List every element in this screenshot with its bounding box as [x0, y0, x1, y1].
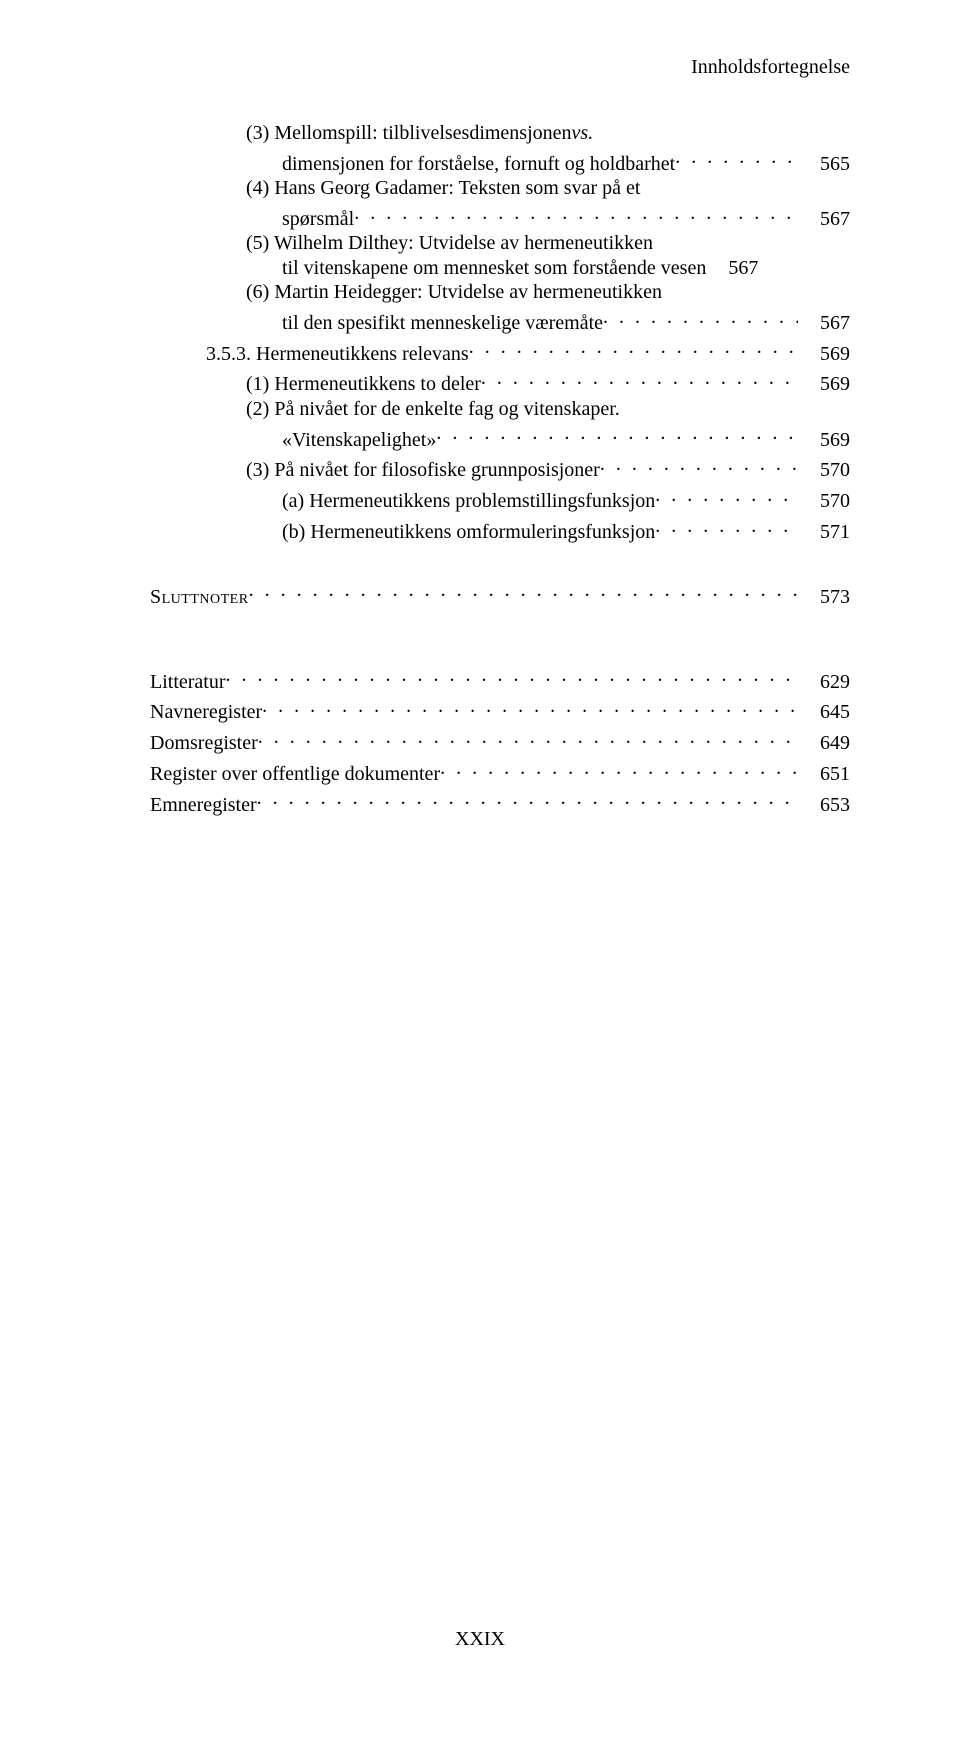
- toc-leader: [655, 483, 798, 507]
- toc-label: Litteratur: [150, 670, 226, 694]
- toc-leader: [226, 663, 798, 687]
- toc-label: (5) Wilhelm Dilthey: Utvidelse av hermen…: [246, 231, 653, 255]
- toc-page: 569: [798, 342, 850, 366]
- toc-page: 569: [798, 372, 850, 396]
- toc-label: Domsregister: [150, 731, 258, 755]
- toc-leader: [257, 786, 798, 810]
- toc-leader: [600, 452, 798, 476]
- toc-label: (3) På nivået for filosofiske grunnposis…: [246, 458, 600, 482]
- toc-entry: Emneregister 653: [150, 786, 850, 817]
- toc-label: (2) På nivået for de enkelte fag og vite…: [246, 397, 620, 421]
- toc-label: 3.5.3. Hermeneutikkens relevans: [206, 342, 469, 366]
- toc-entry: (a) Hermeneutikkens problemstillingsfunk…: [150, 483, 850, 514]
- toc-leader: [603, 305, 798, 329]
- toc-entry: Sluttnoter 573: [150, 578, 850, 609]
- toc-leader: [262, 694, 798, 718]
- toc-entry: (b) Hermeneutikkens omformuleringsfunksj…: [150, 514, 850, 545]
- page-number-roman: XXIX: [455, 1628, 505, 1650]
- toc-entry: (5) Wilhelm Dilthey: Utvidelse av hermen…: [150, 231, 850, 255]
- toc-page: 653: [798, 793, 850, 817]
- toc-entry: Litteratur 629: [150, 663, 850, 694]
- toc-entry: Navneregister 645: [150, 694, 850, 725]
- toc-leader: [655, 514, 798, 538]
- toc-leader: [354, 201, 798, 225]
- toc-entry: til den spesifikt menneskelige væremåte …: [150, 305, 850, 336]
- toc-leader: [258, 725, 798, 749]
- toc-label: (4) Hans Georg Gadamer: Teksten som svar…: [246, 176, 640, 200]
- toc-page: 571: [798, 520, 850, 544]
- toc-leader: [436, 421, 798, 445]
- page-footer: XXIX: [0, 1628, 960, 1651]
- toc-label: Navneregister: [150, 700, 262, 724]
- toc-label: «Vitenskapelighet»: [282, 428, 436, 452]
- toc-block: (3) Mellomspill: tilblivelsesdimensjonen…: [150, 121, 850, 817]
- toc-page: 573: [798, 585, 850, 609]
- toc-entry: (3) På nivået for filosofiske grunnposis…: [150, 452, 850, 483]
- toc-label: (1) Hermeneutikkens to deler: [246, 372, 481, 396]
- toc-label: Emneregister: [150, 793, 257, 817]
- toc-entry: 3.5.3. Hermeneutikkens relevans 569: [150, 335, 850, 366]
- toc-entry: (1) Hermeneutikkens to deler 569: [150, 366, 850, 397]
- toc-label: dimensjonen for forståelse, fornuft og h…: [282, 152, 675, 176]
- toc-page: 651: [798, 762, 850, 786]
- toc-page: 569: [798, 428, 850, 452]
- toc-label-italic: vs.: [572, 121, 594, 145]
- toc-leader: [481, 366, 798, 390]
- toc-entry: «Vitenskapelighet» 569: [150, 421, 850, 452]
- toc-leader: [440, 756, 798, 780]
- toc-entry: (3) Mellomspill: tilblivelsesdimensjonen…: [150, 121, 850, 145]
- toc-entry: dimensjonen for forståelse, fornuft og h…: [150, 145, 850, 176]
- toc-page: 567: [798, 311, 850, 335]
- toc-page: 570: [798, 458, 850, 482]
- toc-label: Sluttnoter: [150, 585, 249, 609]
- header-title: Innholdsfortegnelse: [691, 56, 850, 78]
- toc-entry: (6) Martin Heidegger: Utvidelse av herme…: [150, 280, 850, 304]
- toc-leader: [249, 578, 798, 602]
- toc-label: (3) Mellomspill: tilblivelsesdimensjonen: [246, 121, 572, 145]
- toc-page: 567: [798, 207, 850, 231]
- toc-label: til den spesifikt menneskelige væremåte: [282, 311, 603, 335]
- toc-page: 629: [798, 670, 850, 694]
- toc-entry: (2) På nivået for de enkelte fag og vite…: [150, 397, 850, 421]
- toc-entry: Domsregister 649: [150, 725, 850, 756]
- toc-page: 649: [798, 731, 850, 755]
- toc-entry: (4) Hans Georg Gadamer: Teksten som svar…: [150, 176, 850, 200]
- toc-page: 645: [798, 700, 850, 724]
- toc-entry: Register over offentlige dokumenter 651: [150, 756, 850, 787]
- toc-label: (6) Martin Heidegger: Utvidelse av herme…: [246, 280, 662, 304]
- toc-page: 567: [706, 256, 758, 280]
- toc-page: 565: [798, 152, 850, 176]
- toc-label: spørsmål: [282, 207, 354, 231]
- toc-entry: til vitenskapene om mennesket som forstå…: [150, 256, 850, 280]
- toc-leader: [675, 145, 798, 169]
- toc-label: Register over offentlige dokumenter: [150, 762, 440, 786]
- toc-leader: [469, 335, 798, 359]
- toc-page: 570: [798, 489, 850, 513]
- toc-label: (a) Hermeneutikkens problemstillingsfunk…: [282, 489, 655, 513]
- page-header: Innholdsfortegnelse: [150, 56, 850, 79]
- toc-label: til vitenskapene om mennesket som forstå…: [282, 256, 706, 280]
- toc-label: (b) Hermeneutikkens omformuleringsfunksj…: [282, 520, 655, 544]
- toc-entry: spørsmål 567: [150, 201, 850, 232]
